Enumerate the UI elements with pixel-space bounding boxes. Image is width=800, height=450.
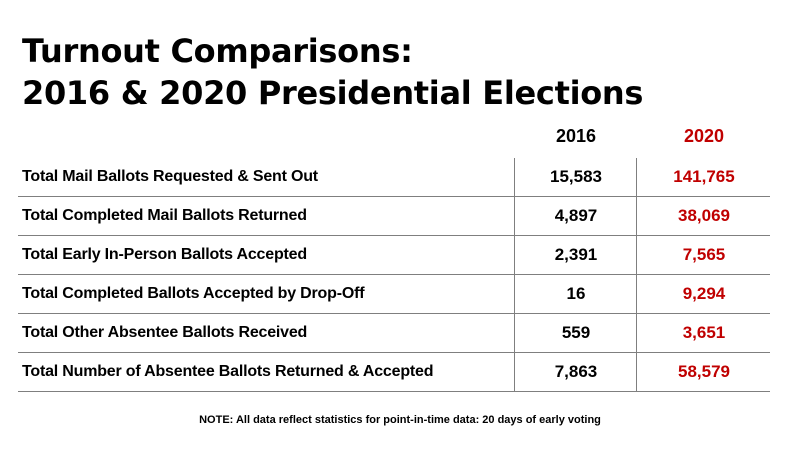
table-row: Total Other Absentee Ballots Received 559… [18, 314, 770, 353]
turnout-table: 2016 2020 Total Mail Ballots Requested &… [18, 122, 770, 392]
column-divider-1 [514, 158, 515, 392]
row-label: Total Early In-Person Ballots Accepted [22, 246, 307, 263]
table-body: Total Mail Ballots Requested & Sent Out 1… [18, 158, 770, 392]
value-2020: 58,579 [678, 362, 730, 381]
table-row: Total Completed Ballots Accepted by Drop… [18, 275, 770, 314]
value-2016: 4,897 [554, 206, 598, 225]
row-label: Total Mail Ballots Requested & Sent Out [22, 168, 318, 185]
table-row: Total Completed Mail Ballots Returned 4,8… [18, 197, 770, 236]
value-2016: 2,391 [554, 245, 598, 264]
row-label: Total Completed Mail Ballots Returned [22, 207, 307, 224]
column-header-2020: 2020 [683, 126, 725, 146]
value-2016: 559 [561, 323, 591, 342]
column-divider-2 [636, 158, 637, 392]
table-row: Total Early In-Person Ballots Accepted 2,… [18, 236, 770, 275]
row-label: Total Other Absentee Ballots Received [22, 324, 308, 341]
value-2020: 3,651 [682, 323, 726, 342]
value-2016: 7,863 [554, 362, 598, 381]
table-header-row: 2016 2020 [18, 122, 770, 158]
footnote: NOTE: All data reflect statistics for po… [199, 414, 601, 426]
table-row: Total Mail Ballots Requested & Sent Out 1… [18, 158, 770, 197]
row-label: Total Completed Ballots Accepted by Drop… [22, 285, 365, 302]
value-2016: 15,583 [550, 167, 602, 186]
row-label: Total Number of Absentee Ballots Returne… [22, 363, 434, 380]
value-2016: 16 [566, 284, 586, 303]
column-header-2016: 2016 [555, 126, 597, 146]
table-row: Total Number of Absentee Ballots Returne… [18, 353, 770, 392]
value-2020: 7,565 [682, 245, 726, 264]
page-title: Turnout Comparisons: 2016 & 2020 Preside… [22, 30, 643, 114]
value-2020: 38,069 [678, 206, 730, 225]
value-2020: 141,765 [673, 167, 735, 186]
value-2020: 9,294 [682, 284, 726, 303]
title-line-1: Turnout Comparisons: [22, 32, 413, 70]
title-line-2: 2016 & 2020 Presidential Elections [22, 74, 644, 112]
